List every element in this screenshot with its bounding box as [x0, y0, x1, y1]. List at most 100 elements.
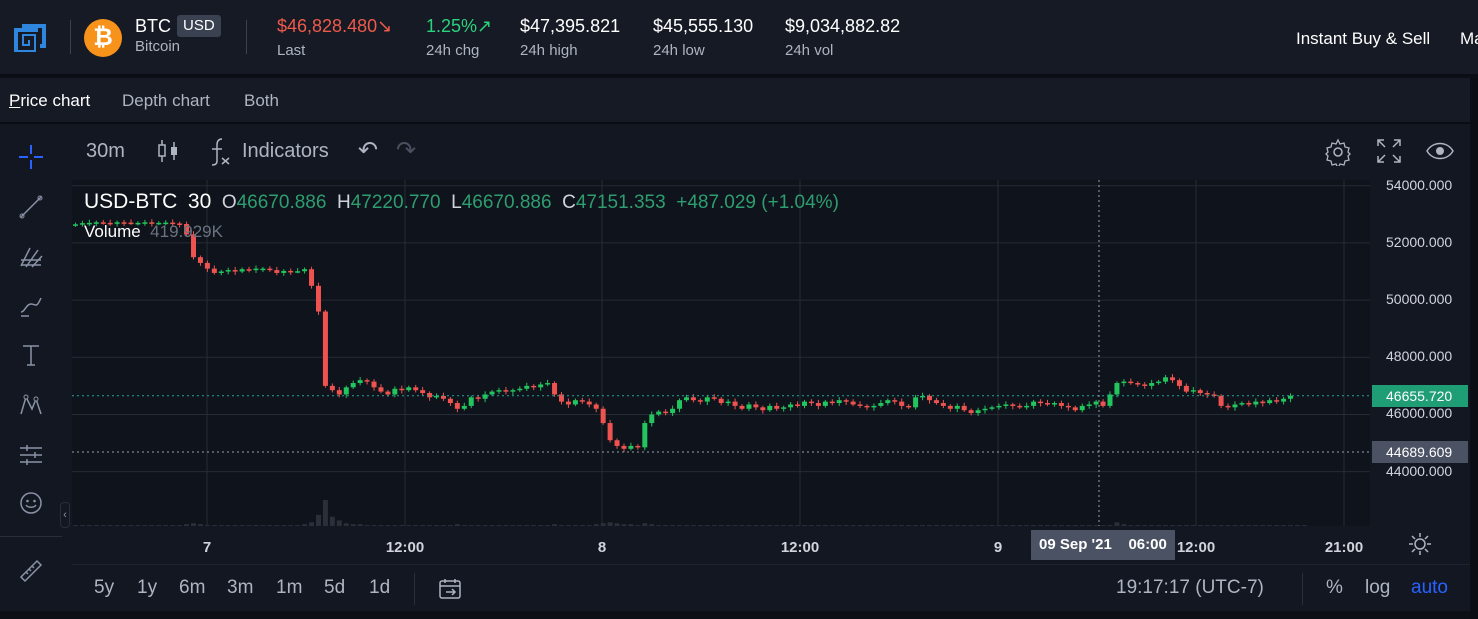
candle-body[interactable] [1079, 405, 1085, 411]
candle-body[interactable] [843, 400, 849, 402]
page-scrollbar[interactable] [1470, 78, 1478, 619]
candle-body[interactable] [968, 410, 974, 414]
candle-body[interactable] [531, 385, 537, 388]
candle-body[interactable] [482, 394, 488, 399]
candle-body[interactable] [204, 262, 210, 269]
price-axis[interactable]: 54000.000 52000.000 50000.000 48000.000 4600… [1372, 177, 1470, 526]
candle-body[interactable] [1100, 401, 1106, 406]
candle-body[interactable] [628, 445, 634, 449]
candle-body[interactable] [836, 400, 842, 404]
candle-body[interactable] [1183, 385, 1189, 392]
candle-body[interactable] [1051, 403, 1057, 405]
settings-gear-icon[interactable] [1324, 138, 1352, 171]
text-tool-icon[interactable] [16, 340, 46, 370]
candle-body[interactable] [524, 385, 530, 389]
fullscreen-icon[interactable] [1376, 138, 1402, 169]
candle-body[interactable] [1024, 405, 1030, 408]
candle-body[interactable] [1197, 390, 1203, 394]
range-1d[interactable]: 1d [369, 577, 391, 598]
candle-body[interactable] [746, 404, 752, 409]
candle-body[interactable] [767, 405, 773, 411]
candle-body[interactable] [774, 405, 780, 409]
candle-body[interactable] [947, 405, 953, 409]
candle-body[interactable] [1093, 401, 1099, 405]
candle-body[interactable] [829, 401, 835, 404]
candle-body[interactable] [503, 390, 509, 392]
candle-body[interactable] [1045, 403, 1051, 405]
markets-link[interactable]: Ma [1460, 29, 1478, 48]
instant-buy-sell-link[interactable]: Instant Buy & Sell [1296, 29, 1431, 48]
candle-body[interactable] [565, 401, 571, 405]
candle-body[interactable] [1239, 403, 1245, 405]
candle-body[interactable] [149, 222, 155, 224]
indicators-icon[interactable] [208, 136, 232, 171]
date-range-icon[interactable] [438, 577, 462, 606]
candle-body[interactable] [440, 395, 446, 399]
candle-body[interactable] [434, 395, 440, 398]
candle-body[interactable] [739, 405, 745, 409]
candlestick-chart[interactable] [72, 180, 1370, 526]
candle-body[interactable] [1121, 381, 1127, 384]
candle-body[interactable] [1149, 383, 1155, 386]
candle-body[interactable] [607, 423, 613, 441]
candle-body[interactable] [586, 401, 592, 405]
candle-body[interactable] [1190, 390, 1196, 392]
candle-body[interactable] [822, 401, 828, 406]
candle-body[interactable] [989, 407, 995, 409]
candle-body[interactable] [364, 380, 370, 382]
candle-body[interactable] [753, 404, 759, 408]
candle-body[interactable] [704, 397, 710, 402]
candle-body[interactable] [121, 222, 127, 224]
quote-currency-badge[interactable]: USD [177, 15, 221, 37]
range-6m[interactable]: 6m [179, 577, 206, 598]
candle-body[interactable] [399, 388, 405, 391]
price-chart-area[interactable] [72, 180, 1370, 526]
candle-body[interactable] [163, 222, 169, 225]
emoji-icon[interactable] [16, 488, 46, 518]
candle-body[interactable] [788, 404, 794, 408]
candle-body[interactable] [683, 397, 689, 401]
candle-body[interactable] [878, 403, 884, 406]
candle-body[interactable] [1288, 395, 1294, 399]
undo-icon[interactable]: ↶ [358, 137, 379, 164]
candle-body[interactable] [1142, 384, 1148, 386]
candle-body[interactable] [1058, 403, 1064, 406]
auto-scale-toggle[interactable]: auto [1411, 577, 1448, 598]
candle-body[interactable] [420, 390, 426, 394]
tab-both[interactable]: Both [244, 91, 279, 110]
redo-icon[interactable]: ↷ [396, 137, 417, 164]
candle-body[interactable] [517, 388, 523, 391]
candle-body[interactable] [906, 405, 912, 408]
candle-body[interactable] [1003, 404, 1009, 406]
candle-body[interactable] [427, 393, 433, 398]
candle-body[interactable] [670, 408, 676, 414]
candle-body[interactable] [1225, 405, 1231, 408]
candle-body[interactable] [1010, 404, 1016, 406]
candle-body[interactable] [718, 398, 724, 404]
candle-body[interactable] [322, 311, 328, 386]
candle-body[interactable] [1156, 381, 1162, 384]
candle-body[interactable] [864, 405, 870, 408]
candle-body[interactable] [86, 222, 92, 225]
candle-body[interactable] [218, 271, 224, 274]
candle-body[interactable] [572, 400, 578, 405]
candle-body[interactable] [350, 383, 356, 388]
candle-body[interactable] [1204, 393, 1210, 395]
candle-body[interactable] [975, 410, 981, 414]
candle-body[interactable] [926, 395, 932, 401]
candle-body[interactable] [815, 403, 821, 406]
candle-body[interactable] [253, 268, 259, 271]
range-5y[interactable]: 5y [94, 577, 115, 598]
candle-body[interactable] [621, 445, 627, 449]
range-1m[interactable]: 1m [276, 577, 303, 598]
candle-body[interactable] [649, 414, 655, 424]
candle-body[interactable] [177, 223, 183, 225]
time-axis[interactable]: 21:00 12:00 9 12:00 8 12:00 7 09 Sep '21 06:00 [72, 528, 1370, 562]
candle-body[interactable] [1163, 377, 1169, 382]
exchange-logo-icon[interactable] [12, 22, 48, 56]
candle-body[interactable] [142, 222, 148, 224]
prediction-icon[interactable] [16, 440, 46, 470]
candle-body[interactable] [996, 405, 1002, 408]
candle-body[interactable] [454, 403, 460, 409]
candle-body[interactable] [489, 391, 495, 395]
